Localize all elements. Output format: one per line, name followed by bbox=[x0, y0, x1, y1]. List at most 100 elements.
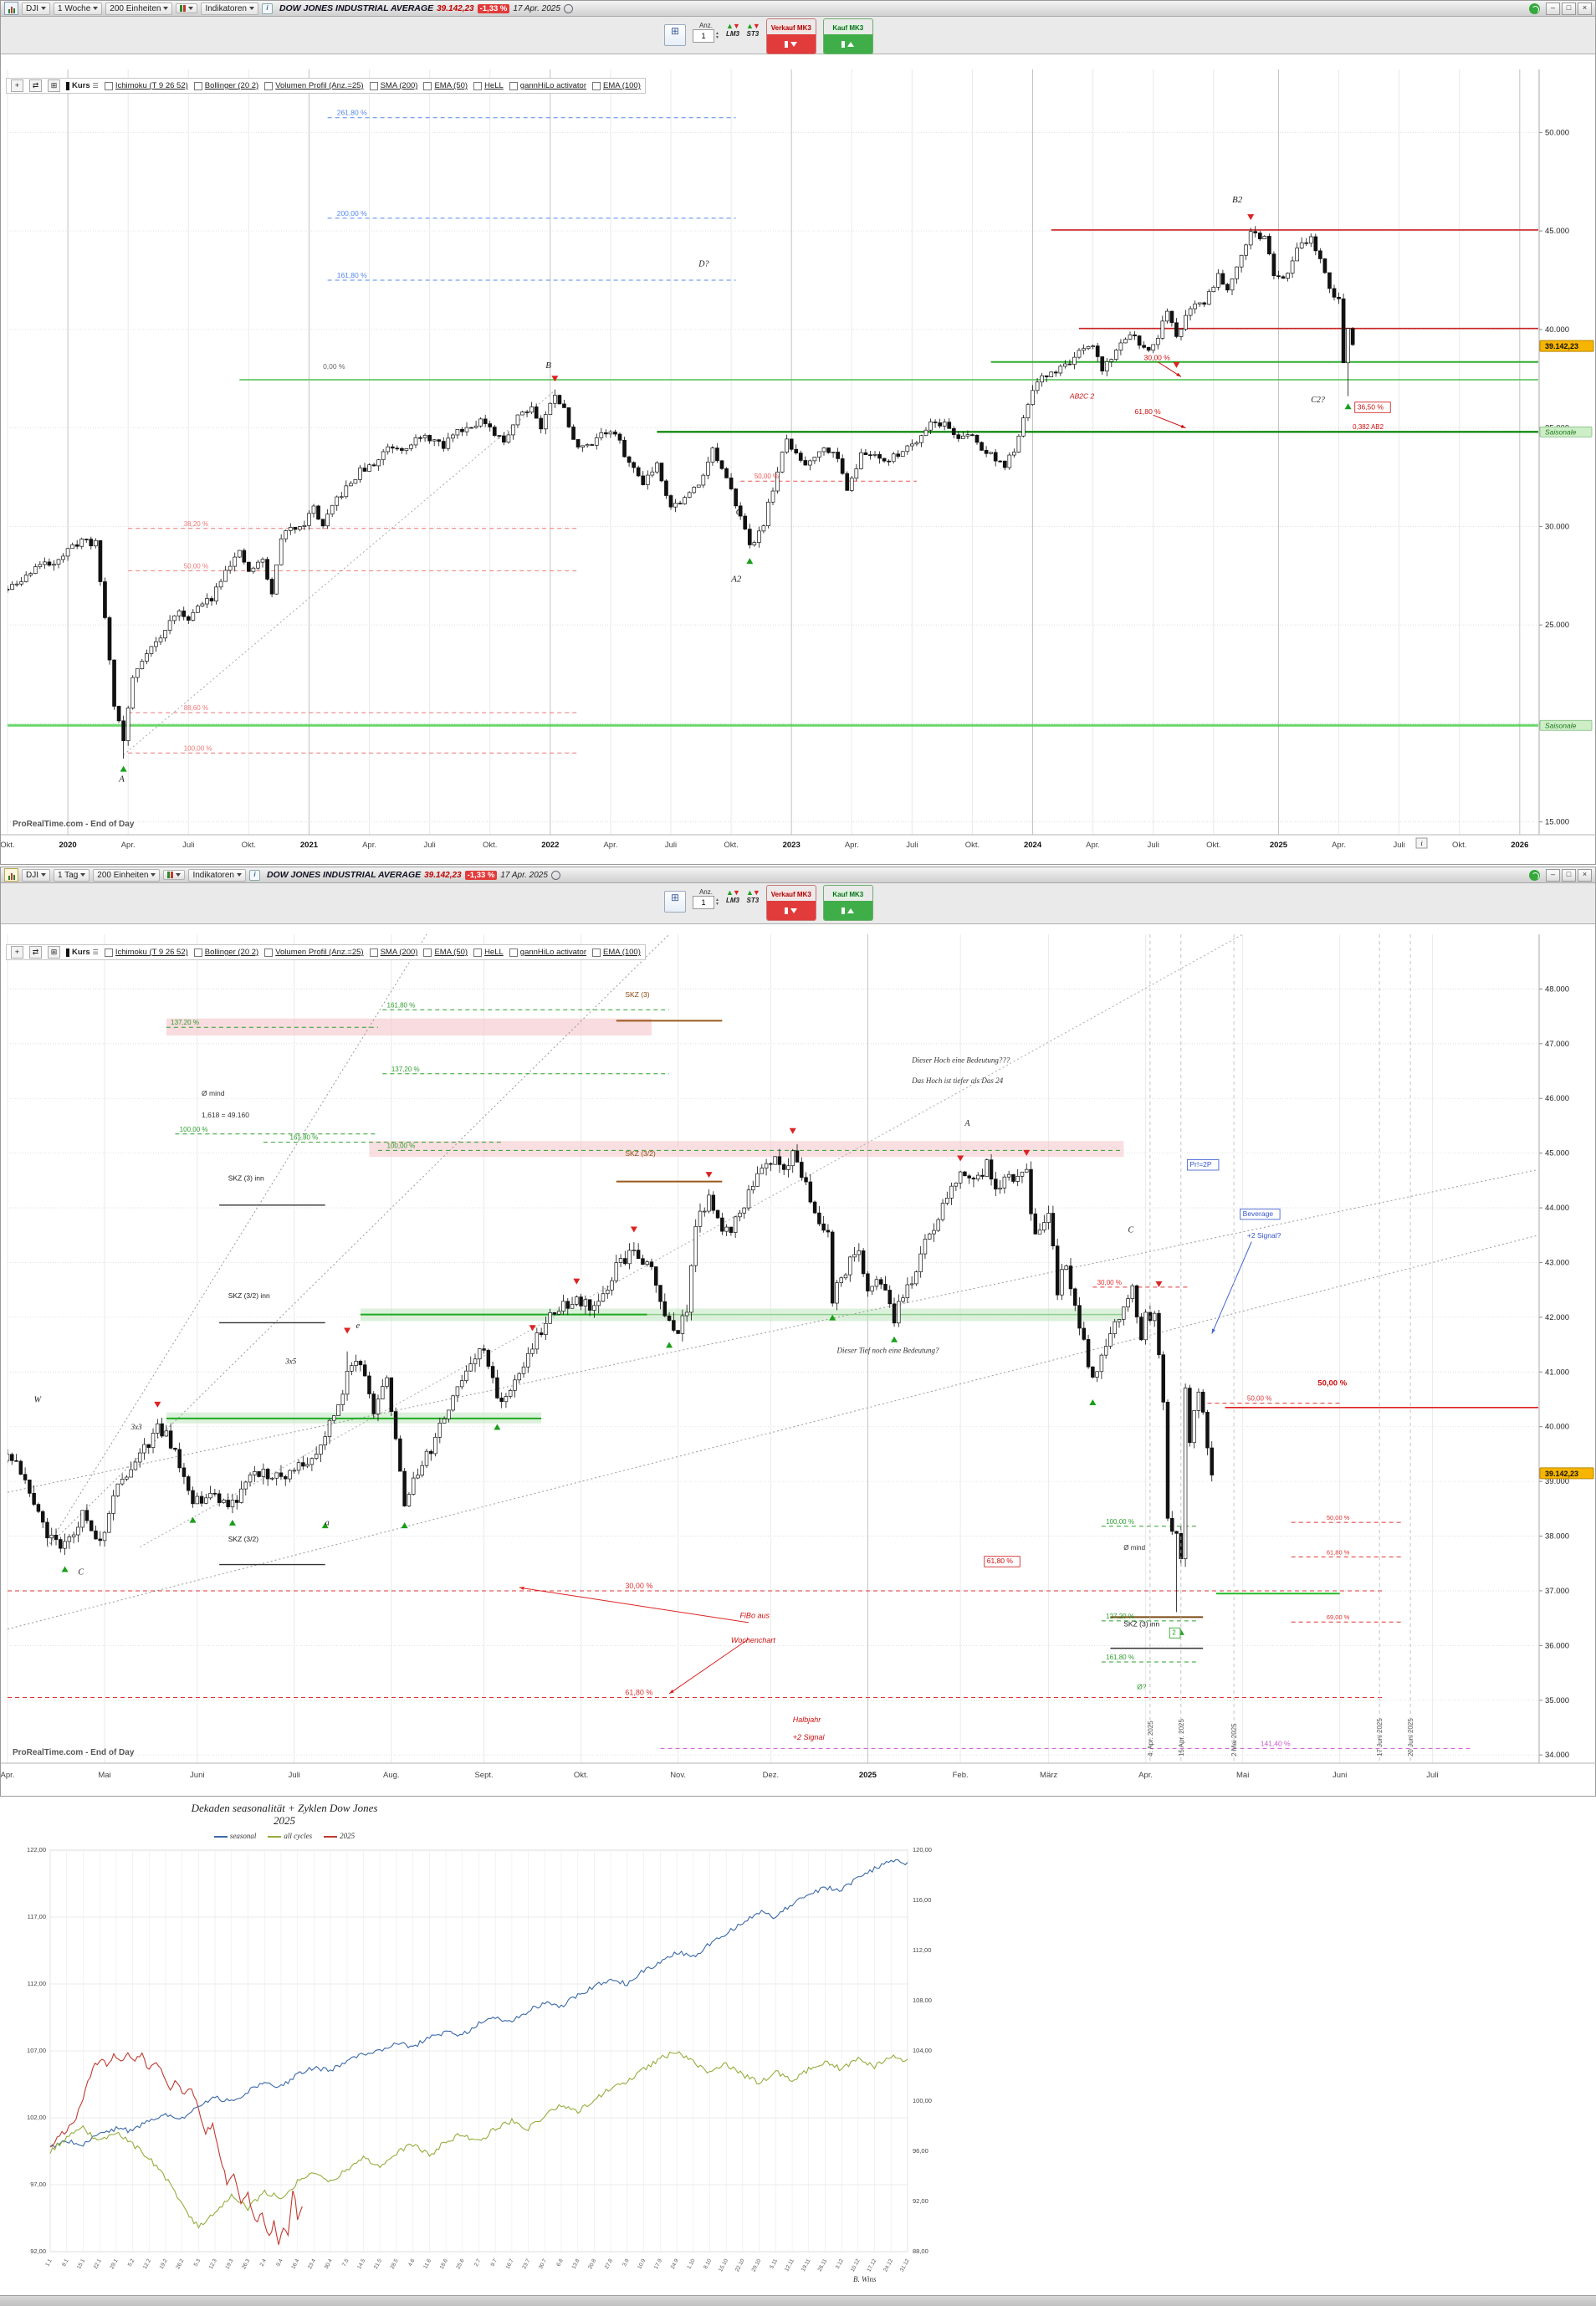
timeframe-dropdown[interactable]: 1 Tag bbox=[54, 868, 90, 882]
svg-text:7.5: 7.5 bbox=[341, 2257, 350, 2268]
sell-mk3-button[interactable]: Verkauf MK3 bbox=[765, 885, 816, 921]
add-indicator-button[interactable]: + bbox=[11, 79, 23, 92]
svg-text:5.2: 5.2 bbox=[127, 2257, 136, 2268]
svg-text:161,80 %: 161,80 % bbox=[387, 1001, 416, 1009]
quantity-input[interactable] bbox=[693, 29, 714, 43]
indicator-item[interactable]: HeLL bbox=[473, 81, 504, 90]
checkbox-icon[interactable] bbox=[264, 81, 274, 90]
price-bar-icon bbox=[66, 948, 69, 957]
quantity-stepper[interactable]: Anz. ▲▼ bbox=[693, 22, 719, 43]
weekly-price-chart[interactable]: Okt. 2020 Apr. Juli Okt. 2021 Apr. Juli Okt. 2022… bbox=[1, 53, 1596, 864]
minimize-button[interactable]: – bbox=[1546, 2, 1560, 15]
checkbox-icon[interactable] bbox=[473, 948, 483, 957]
quantity-stepper[interactable]: Anz. ▲▼ bbox=[693, 888, 719, 909]
indicator-item[interactable]: Ichimoku (T 9 26 52) bbox=[104, 948, 188, 957]
indicator-item[interactable]: Volumen Profil (Anz.=25) bbox=[264, 948, 364, 957]
svg-text:10.12: 10.12 bbox=[850, 2257, 862, 2273]
checkbox-icon[interactable] bbox=[423, 81, 432, 90]
sell-mk3-button[interactable]: Verkauf MK3 bbox=[765, 18, 816, 54]
svg-text:61,80 %: 61,80 % bbox=[1327, 1548, 1350, 1556]
checkbox-icon[interactable] bbox=[473, 81, 483, 90]
checkbox-icon[interactable] bbox=[509, 948, 518, 957]
seasonal-line-chart[interactable]: 1.1 8.1 15.1 22.1 29.1 5.2 12.2 19.2 26.2 5.3 12.3… bbox=[0, 1845, 982, 2288]
maximize-button[interactable]: □ bbox=[1562, 868, 1576, 882]
info-icon[interactable]: i bbox=[261, 3, 273, 14]
svg-text:12.2: 12.2 bbox=[142, 2257, 152, 2270]
svg-text:100,00 %: 100,00 % bbox=[184, 744, 212, 752]
indicator-item[interactable]: Bollinger (20 2) bbox=[193, 81, 258, 90]
spinner-icon[interactable]: ▲ ▼ bbox=[715, 897, 719, 907]
spinner-icon[interactable]: ▲ ▼ bbox=[715, 31, 719, 40]
indicator-item[interactable]: EMA (50) bbox=[423, 81, 468, 90]
svg-text:Juli: Juli bbox=[906, 841, 918, 850]
maximize-button[interactable]: □ bbox=[1562, 2, 1576, 15]
bottom-scrollbar[interactable] bbox=[0, 2295, 1596, 2306]
lm3-signal[interactable]: ▲▼ LM3 bbox=[725, 888, 740, 904]
svg-text:Okt.: Okt. bbox=[574, 1771, 588, 1780]
indicator-item[interactable]: SMA (200) bbox=[369, 81, 417, 90]
indicator-item[interactable]: gannHiLo activator bbox=[509, 948, 586, 957]
info-icon[interactable]: i bbox=[248, 869, 260, 881]
indicator-item[interactable]: EMA (100) bbox=[592, 948, 641, 957]
close-button[interactable]: × bbox=[1578, 868, 1592, 882]
chart-style-dropdown[interactable] bbox=[163, 870, 186, 880]
indicator-item[interactable]: Ichimoku (T 9 26 52) bbox=[104, 81, 188, 90]
checkbox-icon[interactable] bbox=[423, 948, 432, 957]
order-tool-button[interactable]: ⊞ bbox=[664, 24, 686, 46]
price-series-item[interactable]: Kurs ☰ bbox=[66, 948, 99, 957]
layout-button[interactable]: ⊞ bbox=[48, 79, 60, 92]
chart-style-dropdown[interactable] bbox=[176, 3, 198, 13]
quantity-input[interactable] bbox=[693, 896, 714, 909]
checkbox-icon[interactable] bbox=[592, 81, 601, 90]
order-tool-button[interactable]: ⊞ bbox=[664, 891, 686, 913]
indicator-item[interactable]: Bollinger (20 2) bbox=[193, 948, 258, 957]
svg-text:42.000: 42.000 bbox=[1545, 1313, 1569, 1322]
indicator-item[interactable]: EMA (100) bbox=[592, 81, 641, 90]
svg-text:100,00: 100,00 bbox=[913, 2097, 932, 2104]
svg-text:112,00: 112,00 bbox=[913, 1946, 931, 1954]
sell-arrow-icon bbox=[790, 41, 798, 47]
st3-signal[interactable]: ▲▼ ST3 bbox=[745, 888, 760, 904]
checkbox-icon[interactable] bbox=[592, 948, 601, 957]
lm3-signal[interactable]: ▲▼ LM3 bbox=[725, 22, 740, 38]
compare-button[interactable]: ⇄ bbox=[29, 79, 42, 92]
close-button[interactable]: × bbox=[1578, 2, 1592, 15]
indicator-item[interactable]: EMA (50) bbox=[423, 948, 468, 957]
symbol-dropdown[interactable]: DJI bbox=[22, 2, 50, 15]
checkbox-icon[interactable] bbox=[104, 81, 113, 90]
compare-button[interactable]: ⇄ bbox=[29, 946, 42, 959]
daily-price-chart[interactable]: Apr. Mai Juni Juli Aug. Sept. Okt. Nov. Dez. 2025… bbox=[1, 923, 1596, 1796]
svg-text:161,80 %: 161,80 % bbox=[1106, 1654, 1134, 1661]
svg-text:12.11: 12.11 bbox=[784, 2257, 795, 2273]
indicator-item[interactable]: SMA (200) bbox=[369, 948, 417, 957]
buy-mk3-button[interactable]: Kauf MK3 bbox=[822, 18, 873, 54]
add-indicator-button[interactable]: + bbox=[11, 946, 23, 959]
layout-button[interactable]: ⊞ bbox=[48, 946, 60, 959]
indicators-dropdown[interactable]: Indikatoren bbox=[188, 868, 246, 882]
symbol-dropdown[interactable]: DJI bbox=[22, 868, 50, 882]
timeframe-dropdown[interactable]: 1 Woche bbox=[54, 2, 103, 15]
checkbox-icon[interactable] bbox=[193, 81, 202, 90]
svg-text:19.11: 19.11 bbox=[801, 2257, 812, 2273]
indicator-item[interactable]: Volumen Profil (Anz.=25) bbox=[264, 81, 364, 90]
st3-signal[interactable]: ▲▼ ST3 bbox=[745, 22, 760, 38]
svg-text:15 Apr. 2025: 15 Apr. 2025 bbox=[1178, 1719, 1185, 1756]
units-dropdown[interactable]: 200 Einheiten bbox=[105, 2, 173, 15]
indicators-dropdown[interactable]: Indikatoren bbox=[201, 2, 258, 15]
units-dropdown[interactable]: 200 Einheiten bbox=[93, 868, 161, 882]
svg-text:88,60 %: 88,60 % bbox=[184, 704, 208, 712]
checkbox-icon[interactable] bbox=[509, 81, 518, 90]
checkbox-icon[interactable] bbox=[369, 948, 378, 957]
indicator-item[interactable]: HeLL bbox=[473, 948, 504, 957]
svg-text:47.000: 47.000 bbox=[1545, 1040, 1569, 1049]
checkbox-icon[interactable] bbox=[104, 948, 113, 957]
indicator-item[interactable]: gannHiLo activator bbox=[509, 81, 586, 90]
buy-mk3-button[interactable]: Kauf MK3 bbox=[822, 885, 873, 921]
sell-arrow-icon bbox=[790, 908, 798, 913]
legend-swatch-icon bbox=[213, 1835, 228, 1838]
price-series-item[interactable]: Kurs ☰ bbox=[66, 81, 99, 90]
checkbox-icon[interactable] bbox=[369, 81, 378, 90]
checkbox-icon[interactable] bbox=[264, 948, 274, 957]
checkbox-icon[interactable] bbox=[193, 948, 202, 957]
minimize-button[interactable]: – bbox=[1546, 868, 1560, 882]
